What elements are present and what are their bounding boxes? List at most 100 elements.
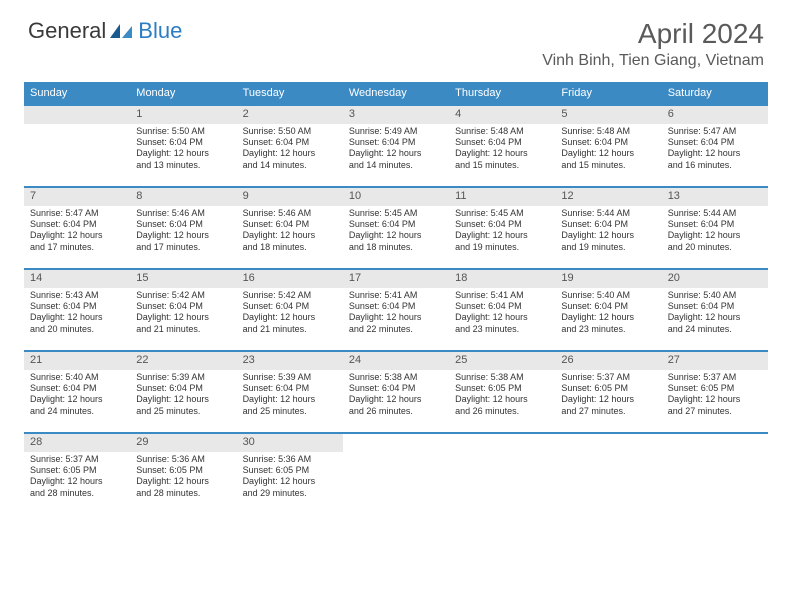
day-line-d1: Daylight: 12 hours [455, 394, 549, 405]
day-line-sr: Sunrise: 5:50 AM [243, 126, 337, 137]
day-line-d2: and 24 minutes. [30, 406, 124, 417]
day-cell: 16Sunrise: 5:42 AMSunset: 6:04 PMDayligh… [237, 268, 343, 350]
day-line-d1: Daylight: 12 hours [668, 312, 762, 323]
day-cell: 4Sunrise: 5:48 AMSunset: 6:04 PMDaylight… [449, 104, 555, 186]
day-number [662, 432, 768, 452]
day-cell: 29Sunrise: 5:36 AMSunset: 6:05 PMDayligh… [130, 432, 236, 514]
day-body: Sunrise: 5:44 AMSunset: 6:04 PMDaylight:… [662, 206, 768, 259]
day-number: 3 [343, 104, 449, 124]
day-line-sr: Sunrise: 5:39 AM [243, 372, 337, 383]
day-line-sr: Sunrise: 5:46 AM [136, 208, 230, 219]
day-line-sr: Sunrise: 5:49 AM [349, 126, 443, 137]
week-row: 7Sunrise: 5:47 AMSunset: 6:04 PMDaylight… [24, 186, 768, 268]
week-row: 21 Sunrise: 5:40 AM Sunset: 6:04 PM Dayligh… [24, 350, 768, 432]
day-number: 17 [343, 268, 449, 288]
week-row: 1Sunrise: 5:50 AMSunset: 6:04 PMDaylight… [24, 104, 768, 186]
day-line-sr: Sunrise: 5:45 AM [455, 208, 549, 219]
day-cell [449, 432, 555, 514]
day-number: 18 [449, 268, 555, 288]
day-line-sr: Sunrise: 5:48 AM [561, 126, 655, 137]
day-line-d2: and 18 minutes. [349, 242, 443, 253]
day-line-ss: Sunset: 6:04 PM [243, 301, 337, 312]
day-line-sr: Sunrise: 5:37 AM [30, 454, 124, 465]
day-line-ss: Sunset: 6:04 PM [561, 137, 655, 148]
day-cell: 27Sunrise: 5:37 AMSunset: 6:05 PMDayligh… [662, 350, 768, 432]
day-body: Sunrise: 5:50 AMSunset: 6:04 PMDaylight:… [237, 124, 343, 177]
day-number: 5 [555, 104, 661, 124]
day-line-d2: and 28 minutes. [30, 488, 124, 499]
day-line-d1: Daylight: 12 hours [30, 394, 124, 405]
day-body: Sunrise: 5:37 AMSunset: 6:05 PMDaylight:… [555, 370, 661, 423]
dow-cell: Sunday [24, 82, 130, 104]
day-line-ss: Sunset: 6:04 PM [243, 383, 337, 394]
day-cell: 15Sunrise: 5:42 AMSunset: 6:04 PMDayligh… [130, 268, 236, 350]
day-line-d2: and 23 minutes. [455, 324, 549, 335]
day-cell: 17Sunrise: 5:41 AMSunset: 6:04 PMDayligh… [343, 268, 449, 350]
day-cell: 20Sunrise: 5:40 AMSunset: 6:04 PMDayligh… [662, 268, 768, 350]
day-line-sr: Sunrise: 5:43 AM [30, 290, 124, 301]
day-body [662, 452, 768, 460]
day-body: Sunrise: 5:40 AMSunset: 6:04 PMDaylight:… [555, 288, 661, 341]
day-number: 19 [555, 268, 661, 288]
day-line-d1: Daylight: 12 hours [455, 230, 549, 241]
day-body: Sunrise: 5:46 AMSunset: 6:04 PMDaylight:… [130, 206, 236, 259]
day-line-d1: Daylight: 12 hours [136, 312, 230, 323]
day-number: 26 [555, 350, 661, 370]
day-number: 11 [449, 186, 555, 206]
day-cell: 12Sunrise: 5:44 AMSunset: 6:04 PMDayligh… [555, 186, 661, 268]
day-body [555, 452, 661, 460]
day-cell: 9Sunrise: 5:46 AMSunset: 6:04 PMDaylight… [237, 186, 343, 268]
day-cell [24, 104, 130, 186]
day-line-ss: Sunset: 6:04 PM [455, 301, 549, 312]
day-number: 21 [24, 350, 130, 370]
day-number: 14 [24, 268, 130, 288]
day-line-sr: Sunrise: 5:48 AM [455, 126, 549, 137]
day-line-sr: Sunrise: 5:42 AM [243, 290, 337, 301]
dow-cell: Saturday [662, 82, 768, 104]
day-line-ss: Sunset: 6:04 PM [136, 301, 230, 312]
day-number: 9 [237, 186, 343, 206]
day-line-d2: and 26 minutes. [349, 406, 443, 417]
dow-cell: Tuesday [237, 82, 343, 104]
day-line-d2: and 17 minutes. [30, 242, 124, 253]
day-cell: 5Sunrise: 5:48 AMSunset: 6:04 PMDaylight… [555, 104, 661, 186]
day-line-d1: Daylight: 12 hours [349, 312, 443, 323]
calendar: SundayMondayTuesdayWednesdayThursdayFrid… [24, 82, 768, 514]
day-body: Sunrise: 5:37 AMSunset: 6:05 PMDaylight:… [24, 452, 130, 505]
day-line-d1: Daylight: 12 hours [136, 230, 230, 241]
day-line-d1: Daylight: 12 hours [136, 476, 230, 487]
day-cell: 18Sunrise: 5:41 AMSunset: 6:04 PMDayligh… [449, 268, 555, 350]
day-line-sr: Sunrise: 5:50 AM [136, 126, 230, 137]
day-line-ss: Sunset: 6:04 PM [349, 301, 443, 312]
day-body: Sunrise: 5:41 AMSunset: 6:04 PMDaylight:… [449, 288, 555, 341]
day-line-sr: Sunrise: 5:37 AM [668, 372, 762, 383]
day-line-d2: and 29 minutes. [243, 488, 337, 499]
day-number: 13 [662, 186, 768, 206]
day-body: Sunrise: 5:44 AMSunset: 6:04 PMDaylight:… [555, 206, 661, 259]
header: General Blue April 2024 Vinh Binh, Tien … [0, 0, 792, 78]
dow-cell: Thursday [449, 82, 555, 104]
day-line-d2: and 15 minutes. [561, 160, 655, 171]
dow-cell: Wednesday [343, 82, 449, 104]
day-line-ss: Sunset: 6:04 PM [136, 383, 230, 394]
day-line-d2: and 14 minutes. [349, 160, 443, 171]
day-number [449, 432, 555, 452]
day-line-d1: Daylight: 12 hours [561, 230, 655, 241]
day-number: 4 [449, 104, 555, 124]
day-number: 2 [237, 104, 343, 124]
day-line-d2: and 19 minutes. [561, 242, 655, 253]
day-body: Sunrise: 5:39 AMSunset: 6:04 PMDaylight:… [130, 370, 236, 423]
day-cell: 19Sunrise: 5:40 AMSunset: 6:04 PMDayligh… [555, 268, 661, 350]
day-number: 30 [237, 432, 343, 452]
day-line-d1: Daylight: 12 hours [243, 312, 337, 323]
day-line-d2: and 18 minutes. [243, 242, 337, 253]
day-body: Sunrise: 5:36 AMSunset: 6:05 PMDaylight:… [130, 452, 236, 505]
day-body: Sunrise: 5:38 AMSunset: 6:05 PMDaylight:… [449, 370, 555, 423]
day-cell: 3Sunrise: 5:49 AMSunset: 6:04 PMDaylight… [343, 104, 449, 186]
day-line-ss: Sunset: 6:04 PM [136, 137, 230, 148]
day-number: 6 [662, 104, 768, 124]
day-line-sr: Sunrise: 5:40 AM [30, 372, 124, 383]
day-line-ss: Sunset: 6:05 PM [30, 465, 124, 476]
logo: General Blue [28, 18, 182, 44]
logo-text-1: General [28, 18, 106, 44]
